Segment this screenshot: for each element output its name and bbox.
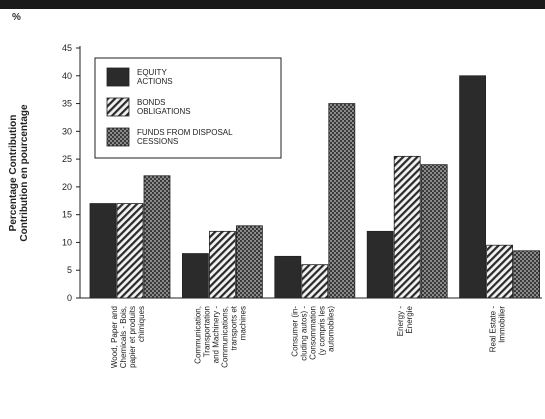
legend-label: FUNDS FROM DISPOSAL <box>137 128 233 137</box>
category-label: (y compris les <box>317 306 326 355</box>
top-rule <box>0 0 545 9</box>
category-label: automobiles) <box>326 306 335 352</box>
legend-label: ACTIONS <box>137 77 173 86</box>
bars <box>89 75 540 299</box>
category-label: Consommation <box>308 306 317 360</box>
y-tick-label: 20 <box>62 182 72 192</box>
category-label: chimiques <box>137 306 146 342</box>
category-label: Énergie <box>405 305 414 333</box>
category-label: transports et <box>229 305 238 350</box>
category-label: Wood, Paper and <box>110 306 119 368</box>
bar <box>393 155 421 299</box>
category-label: Chemicals - Bois, <box>119 306 128 368</box>
bar <box>89 203 117 299</box>
y-tick-label: 0 <box>67 293 72 303</box>
y-tick-label: 10 <box>62 237 72 247</box>
bar <box>486 244 514 299</box>
bar <box>116 203 144 299</box>
category-label: Immobilier <box>498 306 507 343</box>
category-label: Communication, <box>193 306 202 364</box>
bar <box>143 175 171 299</box>
bar <box>235 225 263 299</box>
y-tick-label: 30 <box>62 126 72 136</box>
y-tick-label: 15 <box>62 210 72 220</box>
bar <box>459 75 487 299</box>
bar <box>301 264 329 299</box>
legend-swatch <box>106 127 130 147</box>
category-label: cluding autos) - <box>299 306 308 361</box>
bar <box>208 230 236 299</box>
category-label: Communications, <box>220 306 229 368</box>
labels: Percentage Contribution Contribution en p… <box>8 104 507 368</box>
unit-label: % <box>12 12 21 23</box>
category-label: Consumer (in- <box>290 306 299 357</box>
bar <box>513 250 540 299</box>
bar <box>420 164 448 299</box>
y-tick-label: 45 <box>62 43 72 53</box>
y-axis-title: Percentage Contribution <box>8 115 19 232</box>
category-label: machines <box>238 306 247 340</box>
legend-swatch <box>106 97 130 117</box>
bar <box>366 230 394 299</box>
category-label: Transportation <box>202 306 211 357</box>
y-tick-label: 40 <box>62 71 72 81</box>
bar <box>274 255 302 299</box>
category-label: Energy - <box>396 306 405 337</box>
y-tick-label: 35 <box>62 99 72 109</box>
y-tick-label: 5 <box>67 265 72 275</box>
legend-label: CESSIONS <box>137 137 178 146</box>
bar <box>328 103 356 299</box>
y-axis-title: Contribution en pourcentage <box>19 104 30 242</box>
legend-label: BONDS <box>137 98 165 107</box>
bar <box>181 253 209 299</box>
legend-label: OBLIGATIONS <box>137 107 191 116</box>
category-label: and Machinery - <box>211 306 220 364</box>
legend-label: EQUITY <box>137 68 167 77</box>
legend-swatch <box>106 67 130 87</box>
y-tick-label: 25 <box>62 154 72 164</box>
category-label: Real Estate - <box>489 306 498 353</box>
category-label: papier et produits <box>128 306 137 368</box>
